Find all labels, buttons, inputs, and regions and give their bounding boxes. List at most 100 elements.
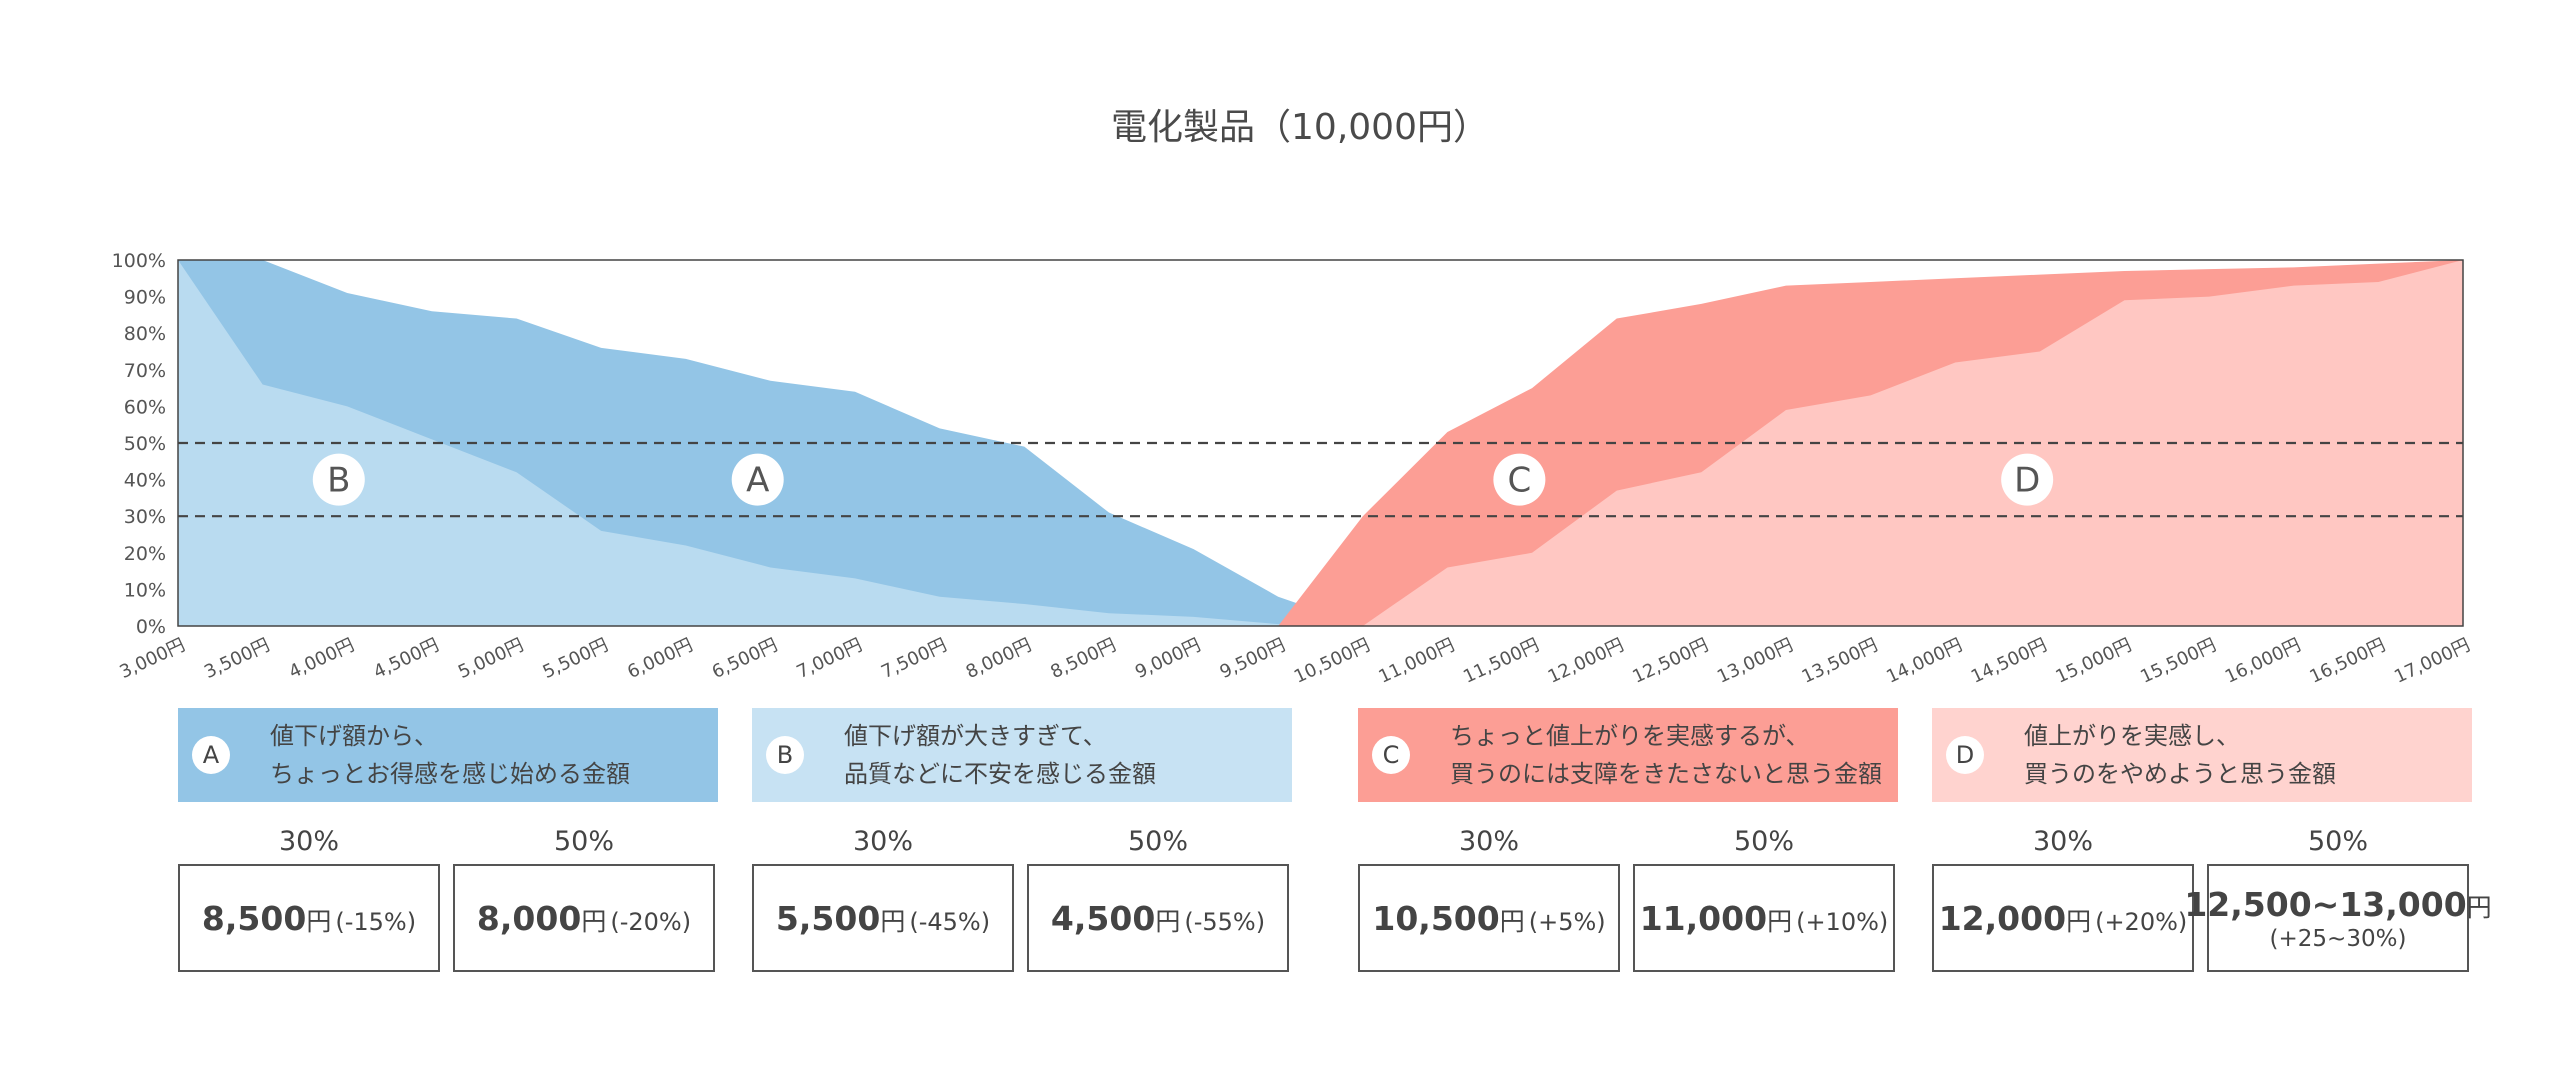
price-change: (-15%) <box>335 907 417 936</box>
y-tick-label: 10% <box>124 579 166 601</box>
price-value: 8,000 <box>476 898 582 938</box>
legend-text-c: ちょっと値上がりを実感するが、 買うのには支障をきたさないと思う金額 <box>1450 722 1882 788</box>
x-tick-label: 14,500円 <box>1968 635 2050 688</box>
x-tick-label: 5,000円 <box>455 635 527 683</box>
x-tick-label: 17,000円 <box>2391 635 2473 688</box>
price-unit: 円 <box>1499 906 1525 936</box>
x-tick-label: 9,500円 <box>1217 635 1289 683</box>
y-tick-label: 90% <box>124 287 166 309</box>
x-tick-label: 7,500円 <box>878 635 950 683</box>
area-badge-label: A <box>746 461 769 501</box>
price-change: (+10%) <box>1796 907 1889 936</box>
price-change: (+5%) <box>1528 907 1606 936</box>
value-box-c-30: 10,500円 (+5%) <box>1358 864 1620 972</box>
price-value: 11,000 <box>1639 898 1768 938</box>
price-unit: 円 <box>880 906 906 936</box>
x-tick-label: 3,500円 <box>201 635 273 683</box>
y-tick-label: 70% <box>124 360 166 382</box>
x-tick-label: 5,500円 <box>540 635 612 683</box>
price-change: (-55%) <box>1184 907 1266 936</box>
area-badge-c <box>1493 453 1546 506</box>
price-unit: 円 <box>2466 892 2492 922</box>
y-tick-label: 50% <box>124 433 166 455</box>
legend-c: C ちょっと値上がりを実感するが、 買うのには支障をきたさないと思う金額 <box>1358 708 1898 802</box>
legend-badge-b: B <box>766 736 804 774</box>
x-tick-label: 16,500円 <box>2306 635 2388 688</box>
price-value: 10,500 <box>1372 898 1500 938</box>
legend-a: A 値下げ額から、 ちょっとお得感を感じ始める金額 <box>178 708 718 802</box>
y-tick-label: 80% <box>124 323 166 345</box>
area-badge-label: D <box>2014 461 2040 501</box>
legend-badge-d: D <box>1946 736 1984 774</box>
price-change: (+20%) <box>2095 907 2188 936</box>
value-box-a-30: 8,500円 (-15%) <box>178 864 440 972</box>
area-badge-label: B <box>327 461 350 501</box>
pct-label-a-30: 30% <box>278 826 339 857</box>
price-change: (-20%) <box>610 907 692 936</box>
y-tick-label: 100% <box>112 250 166 272</box>
price-value: 12,000 <box>1938 898 2067 938</box>
y-tick-label: 20% <box>124 543 166 565</box>
x-tick-label: 13,000円 <box>1714 635 1796 688</box>
price-unit: 円 <box>1767 906 1793 936</box>
legend-text-d: 値上がりを実感し、 買うのをやめようと思う金額 <box>2024 722 2336 788</box>
chart-title: 電化製品（10,000円） <box>1111 107 1489 148</box>
x-tick-label: 11,000円 <box>1376 635 1458 688</box>
value-box-d-30: 12,000円 (+20%) <box>1932 864 2194 972</box>
value-box-b-30: 5,500円 (-45%) <box>752 864 1014 972</box>
x-tick-label: 14,000円 <box>1883 635 1965 688</box>
x-tick-label: 13,500円 <box>1799 635 1881 688</box>
y-tick-label: 40% <box>124 470 166 492</box>
legend-badge-c: C <box>1372 736 1410 774</box>
area-badge-a <box>731 453 784 506</box>
x-tick-label: 3,000円 <box>116 635 188 683</box>
area-badge-d <box>2001 453 2054 506</box>
x-tick-label: 6,000円 <box>624 635 696 683</box>
y-tick-label: 30% <box>124 506 166 528</box>
price-value: 4,500 <box>1050 898 1156 938</box>
pct-label-a-50: 50% <box>553 826 614 857</box>
x-tick-label: 12,500円 <box>1629 635 1711 688</box>
price-value: 8,500 <box>201 898 307 938</box>
x-tick-label: 6,500円 <box>709 635 781 683</box>
x-tick-label: 7,000円 <box>793 635 865 683</box>
x-tick-label: 8,000円 <box>963 635 1035 683</box>
y-tick-label: 60% <box>124 396 166 418</box>
price-change: (+25~30%) <box>2269 925 2407 952</box>
value-box-d-50: 12,500~13,000円 (+25~30%) <box>2184 864 2492 972</box>
legend-text-b: 値下げ額が大きすぎて、 品質などに不安を感じる金額 <box>844 722 1156 788</box>
x-tick-label: 10,500円 <box>1291 635 1373 688</box>
x-tick-label: 8,500円 <box>1047 635 1119 683</box>
area-badge-b <box>312 453 365 506</box>
price-unit: 円 <box>1155 906 1181 936</box>
price-value: 5,500 <box>775 898 881 938</box>
value-box-a-50: 8,000円 (-20%) <box>453 864 715 972</box>
x-tick-label: 4,000円 <box>286 635 358 683</box>
price-value: 12,500~13,000 <box>2184 884 2467 924</box>
legend-text-a: 値下げ額から、 ちょっとお得感を感じ始める金額 <box>270 722 630 788</box>
x-tick-label: 15,000円 <box>2053 635 2135 688</box>
pct-label-b-50: 50% <box>1127 826 1188 857</box>
x-tick-label: 4,500円 <box>370 635 442 683</box>
x-tick-label: 9,000円 <box>1132 635 1204 683</box>
price-unit: 円 <box>581 906 607 936</box>
pct-label-c-50: 50% <box>1733 826 1794 857</box>
price-unit: 円 <box>2066 906 2092 936</box>
y-tick-label: 0% <box>136 616 166 638</box>
pct-label-d-50: 50% <box>2307 826 2368 857</box>
price-change: (-45%) <box>909 907 991 936</box>
legend-d: D 値上がりを実感し、 買うのをやめようと思う金額 <box>1932 708 2472 802</box>
x-tick-label: 15,500円 <box>2137 635 2219 688</box>
pct-label-d-30: 30% <box>2032 826 2093 857</box>
value-box-b-50: 4,500円 (-55%) <box>1027 864 1289 972</box>
x-tick-label: 12,000円 <box>1545 635 1627 688</box>
pct-label-c-30: 30% <box>1458 826 1519 857</box>
area-badge-label: C <box>1508 461 1532 501</box>
legend-badge-a: A <box>192 736 230 774</box>
value-box-c-50: 11,000円 (+10%) <box>1633 864 1895 972</box>
legend-b: B 値下げ額が大きすぎて、 品質などに不安を感じる金額 <box>752 708 1292 802</box>
x-tick-label: 16,000円 <box>2222 635 2304 688</box>
x-tick-label: 11,500円 <box>1460 635 1542 688</box>
price-unit: 円 <box>306 906 332 936</box>
